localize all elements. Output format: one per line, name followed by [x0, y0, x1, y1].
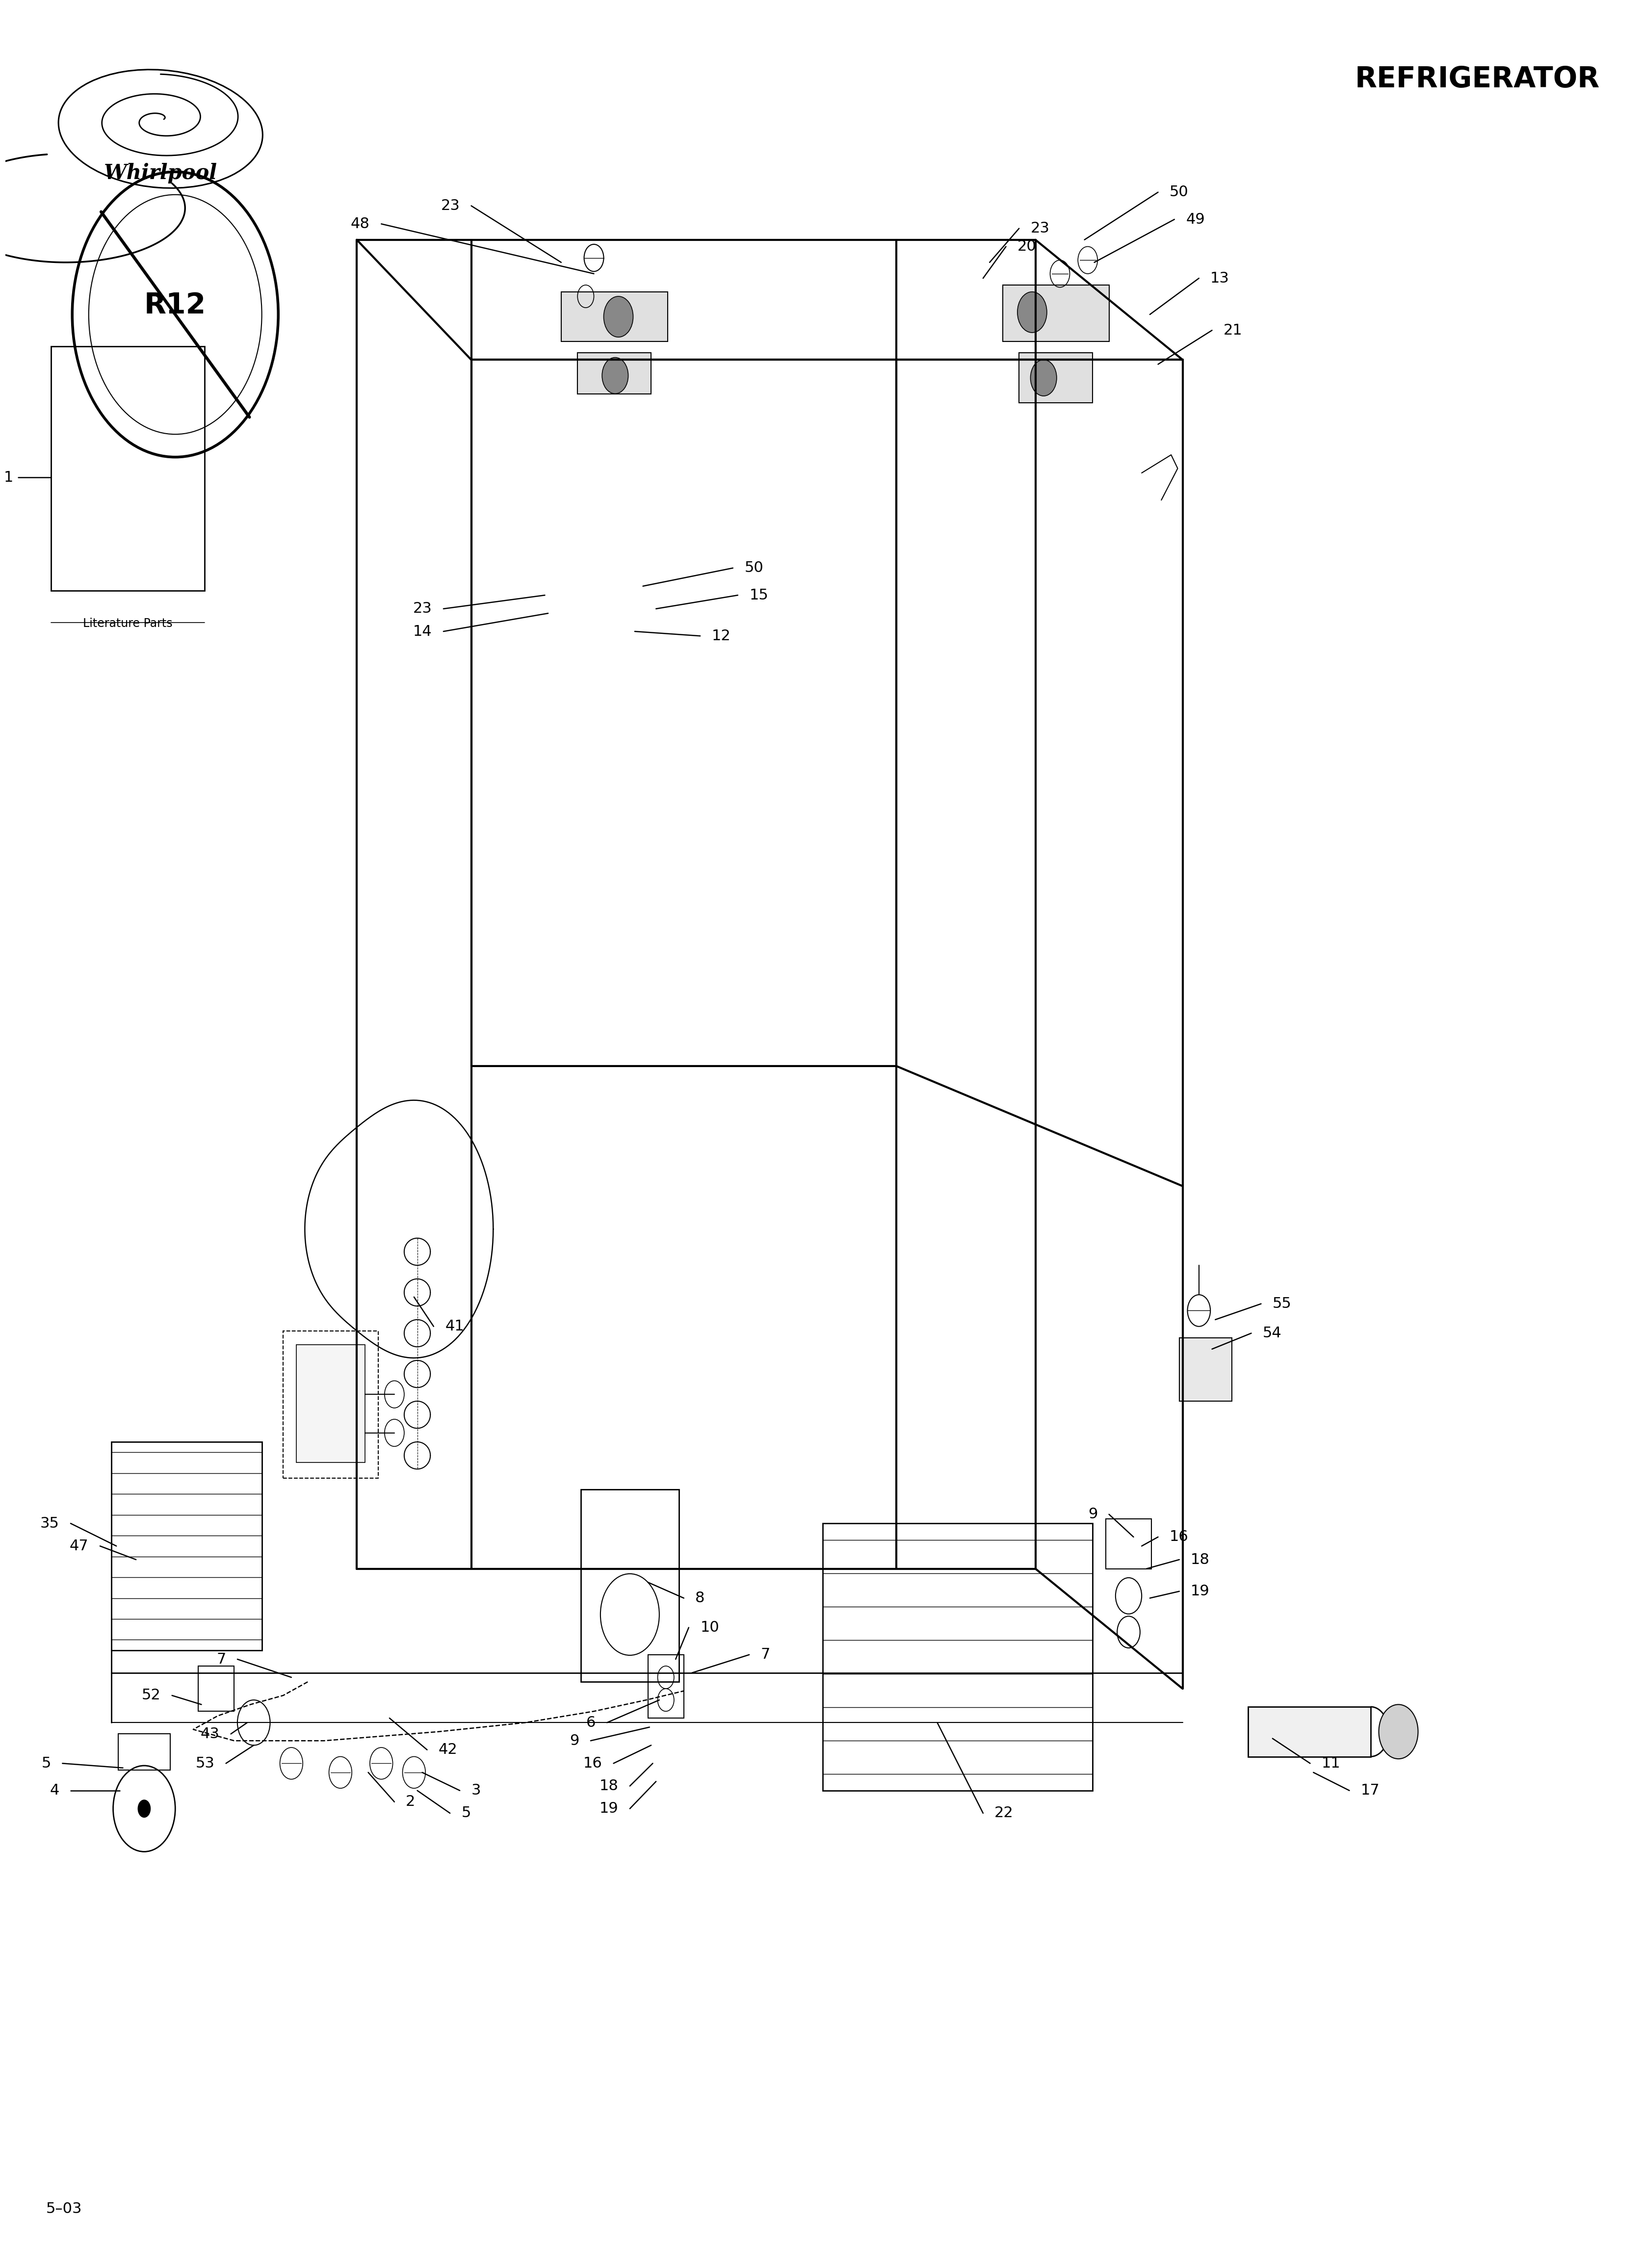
- Bar: [296, 1345, 365, 1463]
- Text: 18: 18: [1190, 1554, 1210, 1567]
- Text: 41: 41: [445, 1320, 465, 1334]
- Text: 23: 23: [412, 601, 432, 617]
- Text: 55: 55: [1273, 1297, 1291, 1311]
- Text: 19: 19: [599, 1801, 619, 1817]
- Text: 52: 52: [141, 1687, 161, 1703]
- Circle shape: [1378, 1706, 1417, 1760]
- Circle shape: [604, 297, 632, 338]
- Text: 2: 2: [406, 1794, 415, 1810]
- Text: Literature Parts: Literature Parts: [84, 617, 172, 631]
- Text: 16: 16: [583, 1755, 603, 1771]
- Bar: [282, 1331, 378, 1479]
- Bar: [51, 347, 205, 590]
- Bar: [118, 1735, 171, 1769]
- Circle shape: [603, 358, 627, 395]
- Text: 53: 53: [195, 1755, 215, 1771]
- Text: 50: 50: [744, 560, 764, 576]
- Bar: [1018, 354, 1092, 404]
- Text: 14: 14: [412, 624, 432, 640]
- Text: 23: 23: [440, 200, 460, 213]
- Text: 11: 11: [1322, 1755, 1340, 1771]
- Text: 5–03: 5–03: [46, 2202, 82, 2216]
- Text: 9: 9: [1087, 1508, 1097, 1522]
- Text: 22: 22: [993, 1805, 1013, 1821]
- Bar: [112, 1442, 261, 1651]
- Text: 23: 23: [1030, 222, 1049, 236]
- Text: 7: 7: [760, 1647, 770, 1662]
- Circle shape: [1030, 361, 1056, 397]
- Text: 8: 8: [695, 1590, 704, 1606]
- Text: 13: 13: [1210, 272, 1230, 286]
- Bar: [562, 293, 667, 342]
- Text: 10: 10: [699, 1619, 719, 1635]
- Text: 50: 50: [1169, 186, 1189, 200]
- Text: 15: 15: [749, 587, 768, 603]
- Bar: [647, 1656, 683, 1719]
- Text: 17: 17: [1361, 1783, 1379, 1799]
- Text: 20: 20: [1016, 240, 1036, 254]
- Bar: [1105, 1520, 1151, 1569]
- Text: 43: 43: [200, 1726, 220, 1742]
- Text: 1: 1: [3, 469, 13, 485]
- Bar: [1248, 1708, 1369, 1758]
- Text: 6: 6: [586, 1715, 596, 1730]
- Text: 16: 16: [1169, 1531, 1189, 1545]
- Text: R12: R12: [144, 290, 207, 320]
- Bar: [578, 354, 650, 395]
- Text: 21: 21: [1223, 324, 1241, 338]
- Bar: [581, 1490, 678, 1683]
- Text: 49: 49: [1186, 213, 1205, 227]
- Bar: [1002, 286, 1108, 342]
- Circle shape: [138, 1799, 151, 1817]
- Text: 7: 7: [217, 1651, 227, 1667]
- Text: 5: 5: [461, 1805, 471, 1821]
- Text: 54: 54: [1263, 1327, 1281, 1340]
- Text: 19: 19: [1190, 1583, 1210, 1599]
- Text: 18: 18: [599, 1778, 619, 1794]
- Text: 4: 4: [49, 1783, 59, 1799]
- Text: 48: 48: [351, 218, 369, 231]
- Bar: [199, 1667, 235, 1712]
- Text: 12: 12: [711, 628, 731, 644]
- Text: 5: 5: [41, 1755, 51, 1771]
- Text: 35: 35: [39, 1517, 59, 1531]
- Text: 9: 9: [570, 1733, 580, 1749]
- Text: 3: 3: [471, 1783, 481, 1799]
- Text: Whirlpool: Whirlpool: [103, 163, 217, 184]
- Circle shape: [1016, 293, 1046, 333]
- Text: 42: 42: [438, 1742, 458, 1758]
- Text: REFRIGERATOR: REFRIGERATOR: [1355, 66, 1599, 93]
- Bar: [823, 1524, 1092, 1789]
- Bar: [1179, 1338, 1232, 1402]
- Text: 47: 47: [69, 1540, 89, 1554]
